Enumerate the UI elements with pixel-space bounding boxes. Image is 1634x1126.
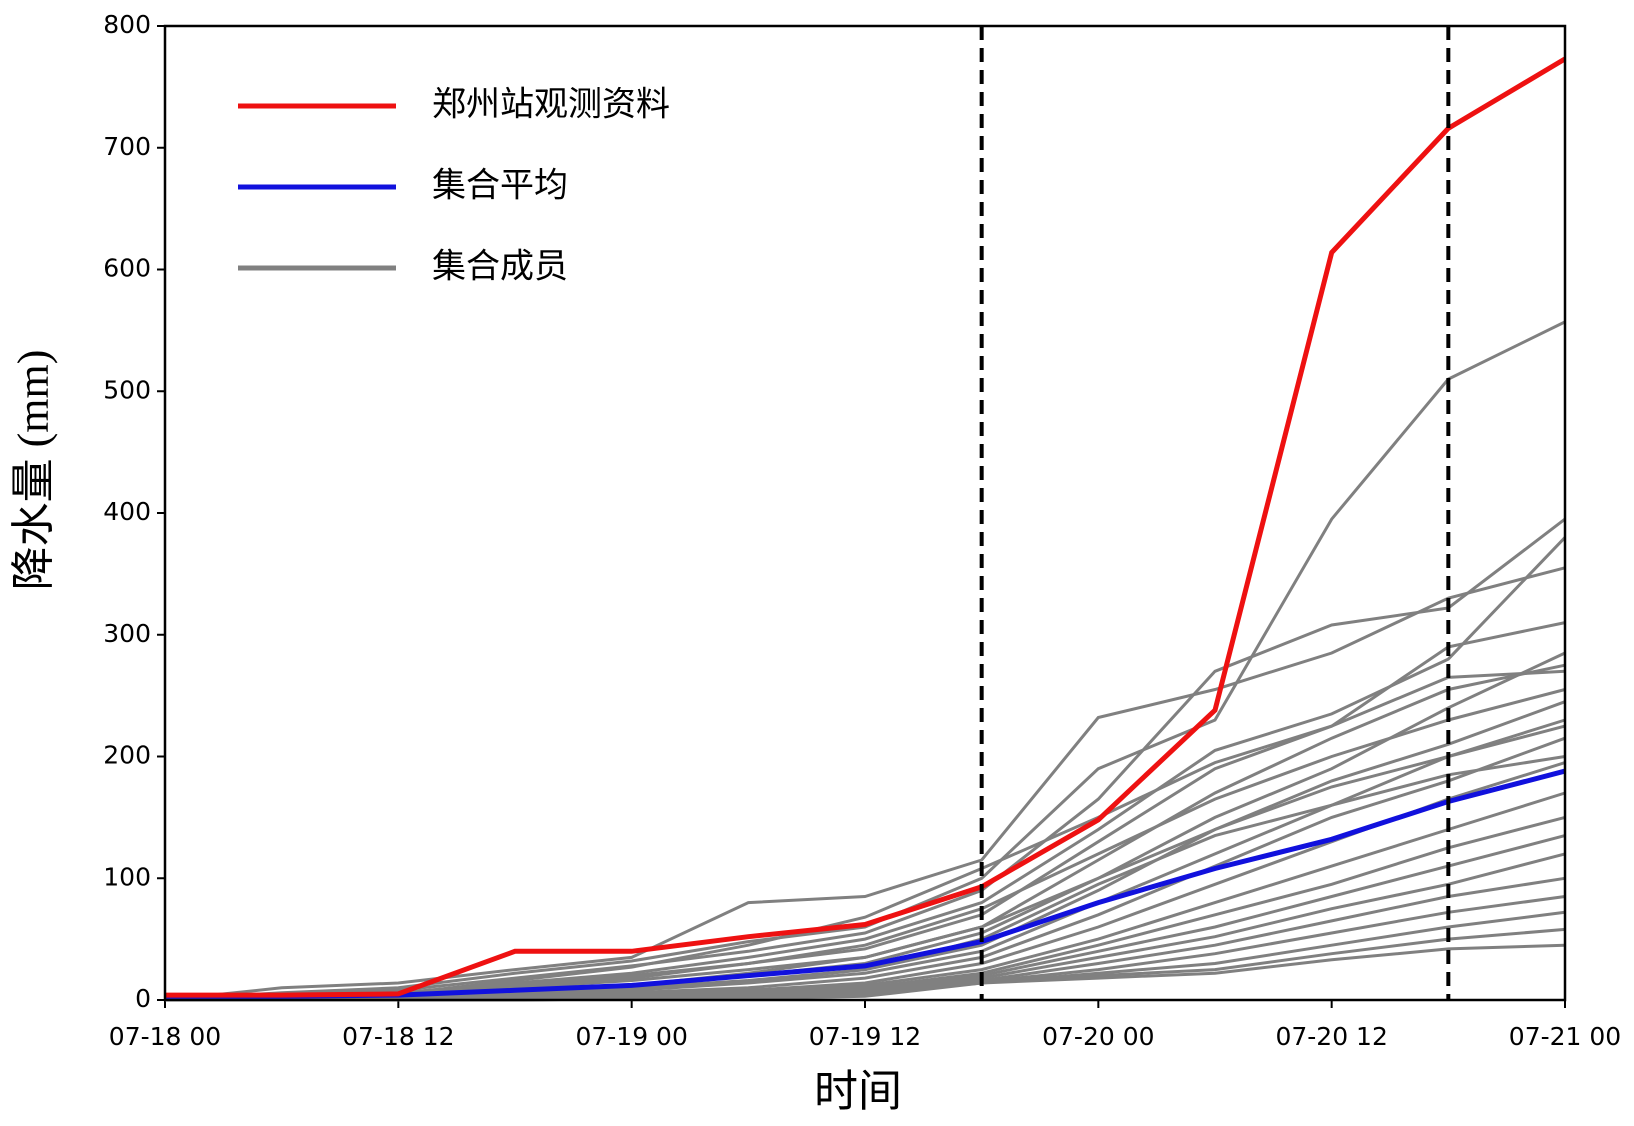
x-tick-label: 07-18 00 xyxy=(109,1022,221,1051)
x-tick-label: 07-18 12 xyxy=(342,1022,454,1051)
y-tick-label: 100 xyxy=(103,862,151,891)
x-axis-label: 时间 xyxy=(814,1067,902,1116)
legend-label: 集合成员 xyxy=(432,247,568,287)
x-tick-label: 07-20 00 xyxy=(1042,1022,1154,1051)
series-line xyxy=(165,56,1567,998)
plot-frame xyxy=(163,24,1567,1002)
member-line xyxy=(164,517,1566,1002)
y-axis-label: 降水量 (mm) xyxy=(9,350,58,591)
x-tick-label: 07-19 00 xyxy=(575,1022,687,1051)
x-tick-label: 07-19 12 xyxy=(809,1022,921,1051)
y-tick-label: 800 xyxy=(103,10,151,39)
member-line xyxy=(164,536,1567,1002)
y-tick-label: 400 xyxy=(103,497,151,526)
legend-label: 集合平均 xyxy=(432,166,568,206)
member-line xyxy=(164,700,1566,1002)
legend-label: 郑州站观测资料 xyxy=(432,85,670,125)
member-line xyxy=(164,688,1566,1002)
x-tick-label: 07-21 00 xyxy=(1509,1022,1621,1051)
y-tick-label: 200 xyxy=(103,741,151,770)
y-tick-label: 600 xyxy=(103,254,151,283)
x-tick-label: 07-20 12 xyxy=(1275,1022,1387,1051)
y-tick-label: 500 xyxy=(103,375,151,404)
member-line xyxy=(164,320,1566,1002)
member-line xyxy=(164,566,1566,1002)
y-tick-label: 700 xyxy=(103,132,151,161)
member-line xyxy=(165,736,1566,1002)
y-tick-label: 0 xyxy=(135,984,151,1013)
y-tick-label: 300 xyxy=(103,619,151,648)
